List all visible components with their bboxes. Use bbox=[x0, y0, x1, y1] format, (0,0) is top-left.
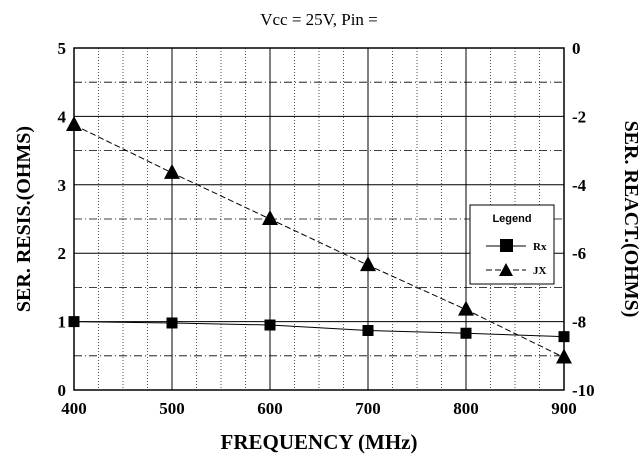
x-tick-label: 800 bbox=[453, 399, 479, 418]
data-point-rx bbox=[558, 331, 570, 343]
data-point-jx bbox=[262, 210, 278, 225]
data-point-jx bbox=[66, 115, 82, 131]
data-point-jx bbox=[458, 300, 474, 316]
x-tick-label: 500 bbox=[159, 399, 185, 418]
y-left-tick-label: 4 bbox=[58, 107, 67, 126]
chart-title: Vcc = 25V, Pin = bbox=[260, 10, 378, 29]
legend-jx-label: JX bbox=[533, 265, 547, 277]
series-line-jx bbox=[73, 124, 565, 358]
y-right-tick-label: -10 bbox=[572, 381, 595, 400]
x-tick-label: 900 bbox=[551, 399, 577, 418]
data-point-rx bbox=[68, 316, 80, 328]
plot-frame bbox=[73, 47, 565, 391]
data-point-rx bbox=[460, 327, 472, 339]
y-right-tick-label: -2 bbox=[572, 107, 586, 126]
x-axis-label: FREQUENCY (MHz) bbox=[221, 430, 418, 454]
y-left-tick-label: 1 bbox=[58, 313, 67, 332]
y-axis-right-label: SER. REACT.(OHMS) bbox=[620, 121, 642, 318]
y-left-tick-label: 0 bbox=[58, 381, 67, 400]
y-left-tick-label: 2 bbox=[58, 244, 67, 263]
data-point-jx bbox=[164, 163, 180, 179]
data-point-rx bbox=[362, 324, 374, 336]
x-tick-label: 700 bbox=[355, 399, 381, 418]
y-left-tick-label: 3 bbox=[58, 176, 67, 195]
data-point-jx bbox=[360, 256, 376, 272]
y-right-tick-label: 0 bbox=[572, 39, 581, 58]
y-right-tick-label: -6 bbox=[572, 244, 586, 263]
x-tick-label: 400 bbox=[61, 399, 87, 418]
series-line-rx bbox=[73, 321, 565, 338]
y-axis-left-label: SER. RESIS.(OHMS) bbox=[13, 126, 35, 312]
legend-rx-marker bbox=[500, 239, 513, 252]
data-point-jx bbox=[556, 348, 572, 364]
y-right-tick-label: -8 bbox=[572, 313, 586, 332]
tick-labels: 400 500 600 700 800 900 0 1 2 3 4 5 0 -2 -4 -6 -8 -10 bbox=[58, 39, 595, 418]
y-left-tick-label: 5 bbox=[58, 39, 67, 58]
x-tick-label: 600 bbox=[257, 399, 283, 418]
legend: Legend Rx JX bbox=[469, 204, 555, 285]
legend-title: Legend bbox=[492, 213, 531, 225]
legend-jx-marker bbox=[499, 263, 513, 276]
series-layer bbox=[66, 115, 572, 364]
y-right-tick-label: -4 bbox=[572, 176, 587, 195]
legend-rx-label: Rx bbox=[533, 241, 547, 253]
data-point-rx bbox=[166, 317, 178, 329]
data-point-rx bbox=[264, 319, 276, 331]
